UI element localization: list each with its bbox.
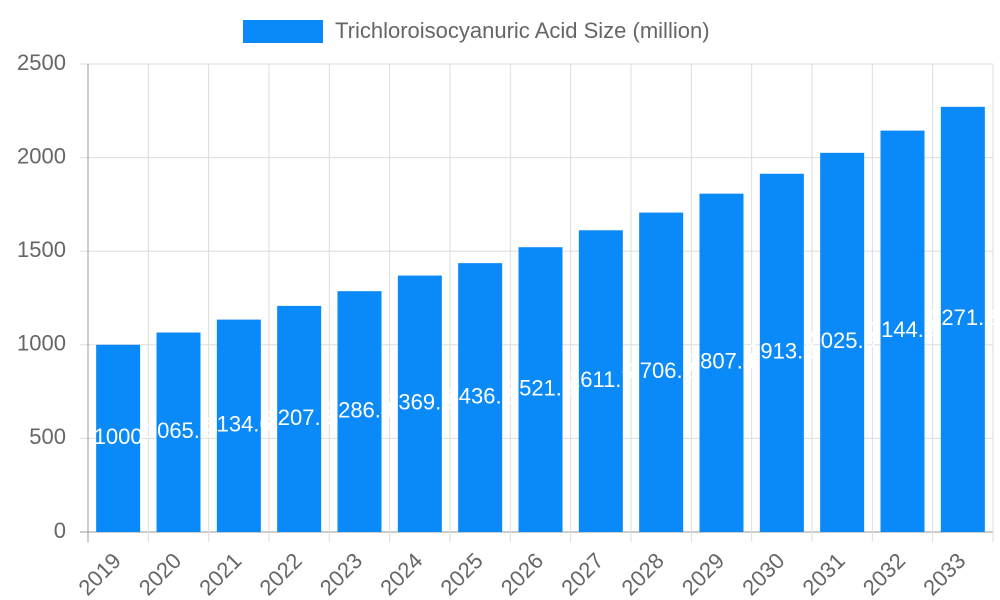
value-label: 1913.6 xyxy=(748,339,815,364)
bar-group: 1207.9 xyxy=(266,305,333,532)
value-label: 1000 xyxy=(94,424,143,449)
bar-group: 1000 xyxy=(94,344,143,532)
bar xyxy=(759,173,804,532)
bar-group: 2025.5 xyxy=(809,152,876,532)
value-label: 1207.9 xyxy=(266,405,333,430)
value-label: 1369.8 xyxy=(386,390,453,415)
value-label: 1286.4 xyxy=(326,397,393,422)
bar xyxy=(216,319,261,532)
bar-group: 1286.4 xyxy=(326,291,393,532)
bar xyxy=(699,193,744,532)
bar-group: 1706.2 xyxy=(628,212,695,532)
x-tick-label: 2023 xyxy=(315,548,367,600)
bar-group: 1065.5 xyxy=(145,332,212,532)
value-label: 1807.4 xyxy=(688,349,755,374)
bar xyxy=(880,130,925,532)
y-tick-label: 0 xyxy=(54,518,66,543)
y-tick-label: 500 xyxy=(29,424,66,449)
bar-group: 1913.6 xyxy=(748,173,815,532)
bar-group: 2271.2 xyxy=(929,106,996,532)
legend-swatch xyxy=(243,20,323,43)
bar xyxy=(940,106,985,532)
bar xyxy=(820,152,865,532)
value-label: 2144.3 xyxy=(869,317,936,342)
value-label: 1065.5 xyxy=(145,418,212,443)
bar-group: 1436.2 xyxy=(447,263,514,532)
value-label: 1521.3 xyxy=(507,375,574,400)
x-tick-label: 2029 xyxy=(677,548,729,600)
bar xyxy=(277,305,322,532)
value-label: 2271.2 xyxy=(929,305,996,330)
x-tick-label: 2028 xyxy=(617,548,669,600)
bar-group: 1134.6 xyxy=(206,319,272,532)
y-tick-label: 2500 xyxy=(17,50,66,75)
y-tick-label: 1000 xyxy=(17,331,66,356)
x-tick-label: 2019 xyxy=(74,548,126,600)
value-label: 1436.2 xyxy=(447,383,514,408)
x-tick-label: 2030 xyxy=(737,548,789,600)
y-tick-label: 1500 xyxy=(17,237,66,262)
bar-group: 2144.3 xyxy=(869,130,936,532)
bar-group: 1369.8 xyxy=(386,275,453,532)
legend-label: Trichloroisocyanuric Acid Size (million) xyxy=(335,18,710,43)
bar xyxy=(518,247,563,532)
x-tick-label: 2026 xyxy=(496,548,548,600)
value-label: 1134.6 xyxy=(206,412,272,437)
bar xyxy=(397,275,442,532)
bar xyxy=(458,263,503,532)
value-label: 2025.5 xyxy=(809,328,876,353)
x-tick-label: 2032 xyxy=(858,548,910,600)
bar xyxy=(639,212,684,532)
bar-group: 1611.7 xyxy=(568,230,634,532)
bar xyxy=(578,230,623,532)
value-label: 1611.7 xyxy=(568,367,634,392)
x-tick-label: 2021 xyxy=(194,548,246,600)
value-label: 1706.2 xyxy=(628,358,695,383)
x-tick-label: 2033 xyxy=(918,548,970,600)
x-tick-label: 2020 xyxy=(134,548,186,600)
bar-group: 1521.3 xyxy=(507,247,574,532)
bar xyxy=(337,291,382,532)
bar-group: 1807.4 xyxy=(688,193,755,532)
x-tick-label: 2022 xyxy=(255,548,307,600)
x-tick-label: 2024 xyxy=(375,548,427,600)
bar xyxy=(96,344,141,532)
y-tick-label: 2000 xyxy=(17,143,66,168)
x-tick-label: 2031 xyxy=(798,548,850,600)
bar xyxy=(156,332,201,532)
x-tick-label: 2025 xyxy=(436,548,488,600)
x-tick-label: 2027 xyxy=(556,548,608,600)
